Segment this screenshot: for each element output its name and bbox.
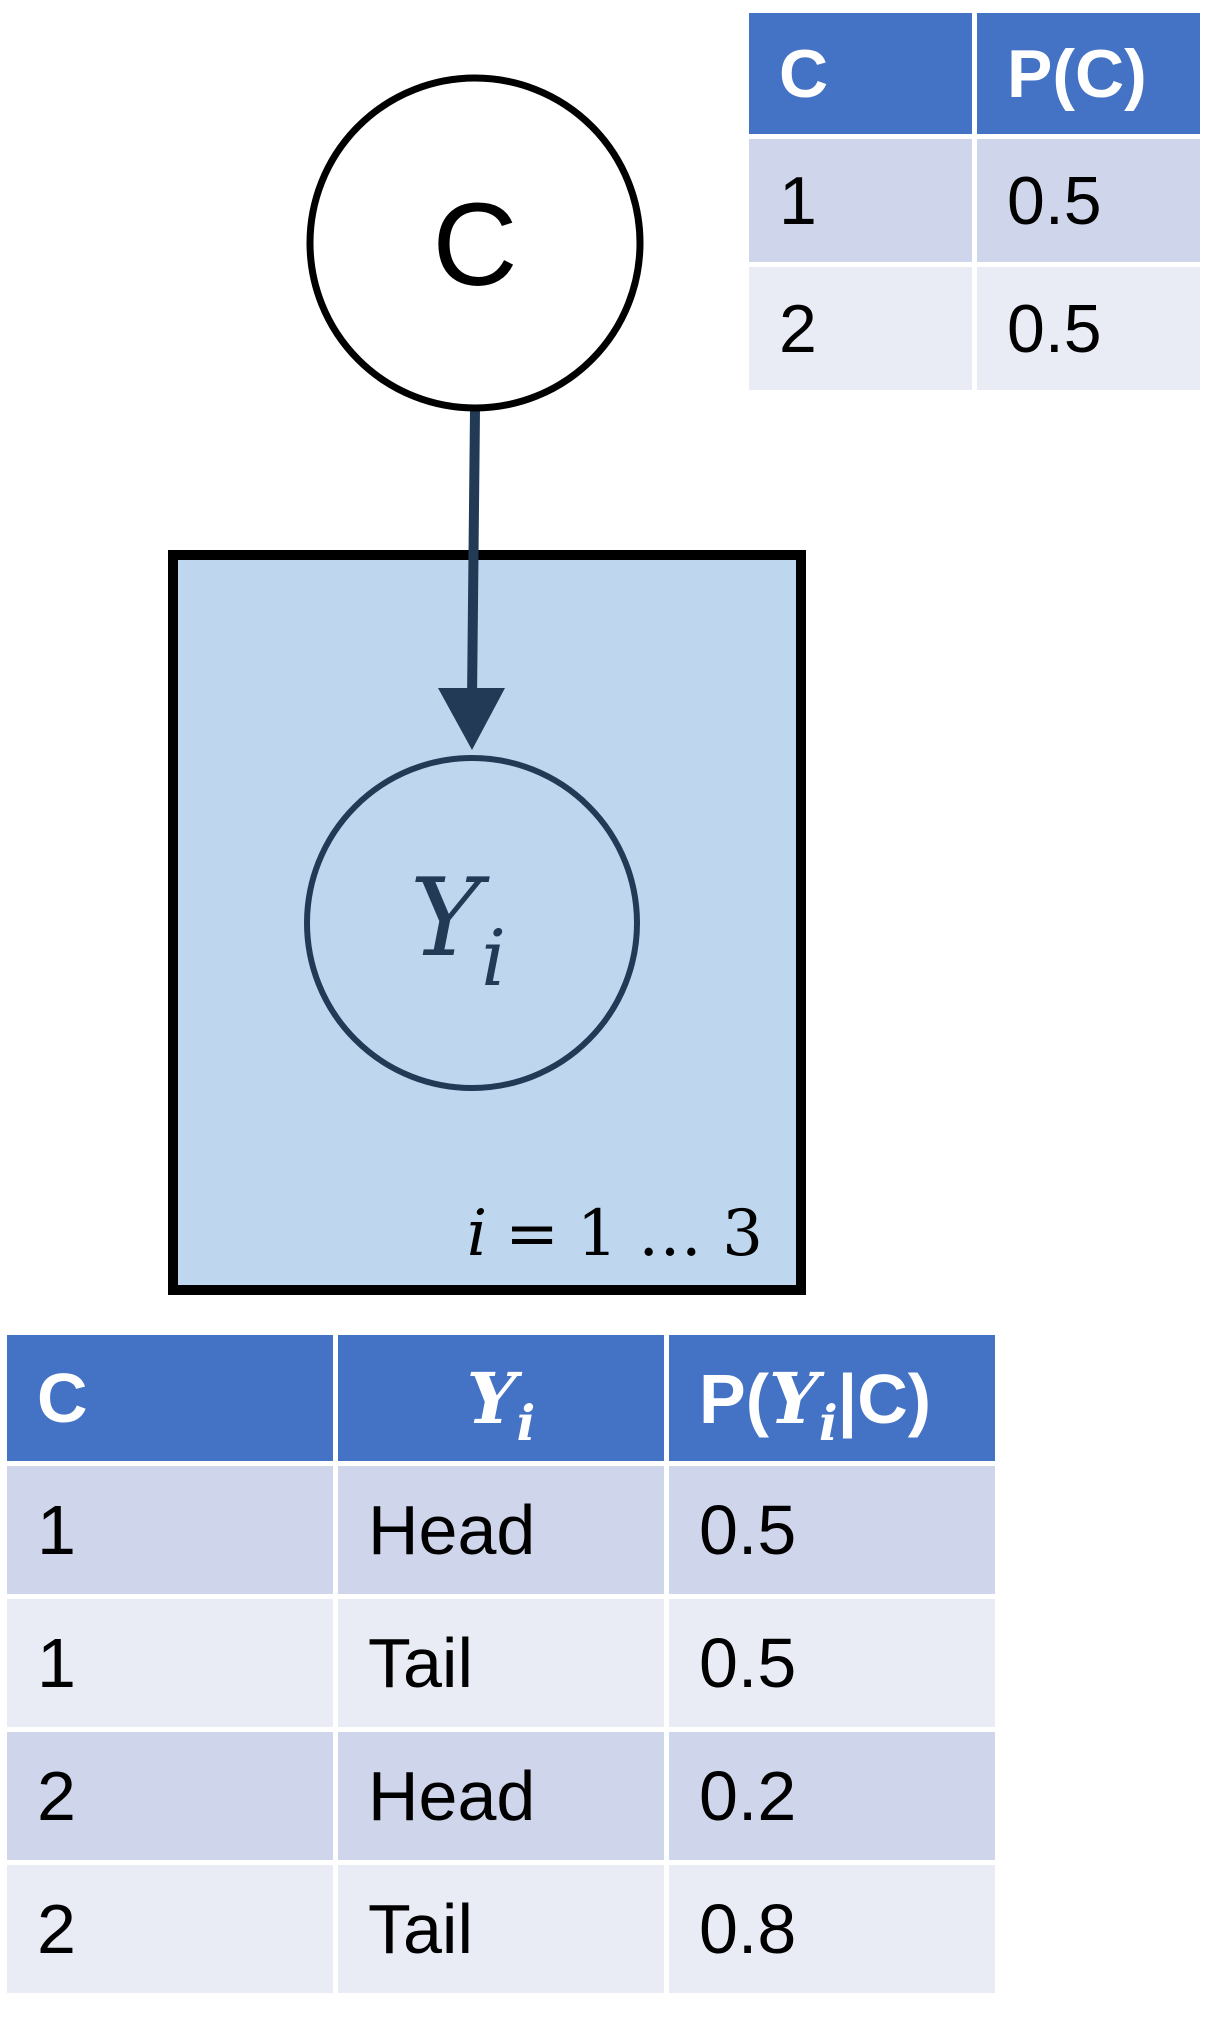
prior-table: C P(C) 1 0.5 2 0.5 xyxy=(744,8,1205,395)
prior-header-p: P(C) xyxy=(977,13,1200,134)
cond-header-y-symbol: Y xyxy=(466,1356,517,1440)
plate-range: 1 … 3 xyxy=(577,1197,763,1271)
cond-cell-y: Tail xyxy=(338,1865,664,1993)
prior-cell-c: 1 xyxy=(749,139,972,262)
cond-cell-p: 0.8 xyxy=(669,1865,995,1993)
table-row: 2 Tail 0.8 xyxy=(7,1865,995,1993)
cond-cell-c: 1 xyxy=(7,1599,333,1727)
cond-cell-p: 0.2 xyxy=(669,1732,995,1860)
prior-header-c: C xyxy=(749,13,972,134)
prior-table-header: C P(C) xyxy=(749,13,1200,134)
node-y-label: Yi xyxy=(410,856,506,1004)
cond-header-p: P(Yi|C) xyxy=(669,1335,995,1461)
cond-cell-c: 2 xyxy=(7,1865,333,1993)
table-row: 1 Head 0.5 xyxy=(7,1466,995,1594)
node-c: C xyxy=(306,74,644,412)
cond-header-p-prefix: P( xyxy=(699,1359,769,1438)
conditional-table-header: C Yi P(Yi|C) xyxy=(7,1335,995,1461)
table-row: 1 0.5 xyxy=(749,139,1200,262)
cond-cell-y: Tail xyxy=(338,1599,664,1727)
cond-header-y: Yi xyxy=(338,1335,664,1461)
prior-cell-p: 0.5 xyxy=(977,267,1200,390)
conditional-table: C Yi P(Yi|C) 1 Head 0.5 1 Tail 0.5 2 Hea… xyxy=(2,1330,1000,1998)
plate-equals: = xyxy=(505,1197,559,1271)
node-y-subscript: i xyxy=(481,914,506,1004)
node-c-label: C xyxy=(432,179,517,311)
cond-header-p-suffix: |C) xyxy=(837,1359,932,1438)
cond-header-p-symbol: Y xyxy=(769,1356,819,1440)
node-y-symbol: Y xyxy=(410,856,490,981)
edge-c-to-y xyxy=(467,409,480,701)
cond-cell-y: Head xyxy=(338,1732,664,1860)
cond-header-c: C xyxy=(7,1335,333,1461)
cond-cell-p: 0.5 xyxy=(669,1466,995,1594)
arrowhead-icon xyxy=(438,688,505,750)
plate-variable: i xyxy=(467,1197,487,1271)
table-row: 2 0.5 xyxy=(749,267,1200,390)
cond-cell-y: Head xyxy=(338,1466,664,1594)
cond-cell-p: 0.5 xyxy=(669,1599,995,1727)
cond-header-y-subscript: i xyxy=(516,1393,536,1452)
cond-cell-c: 2 xyxy=(7,1732,333,1860)
plate-label: i = 1 … 3 xyxy=(467,1197,763,1271)
cond-cell-c: 1 xyxy=(7,1466,333,1594)
prior-cell-c: 2 xyxy=(749,267,972,390)
node-y: Yi xyxy=(304,755,640,1091)
prior-cell-p: 0.5 xyxy=(977,139,1200,262)
cond-header-p-subscript: i xyxy=(818,1393,838,1452)
table-row: 1 Tail 0.5 xyxy=(7,1599,995,1727)
table-row: 2 Head 0.2 xyxy=(7,1732,995,1860)
